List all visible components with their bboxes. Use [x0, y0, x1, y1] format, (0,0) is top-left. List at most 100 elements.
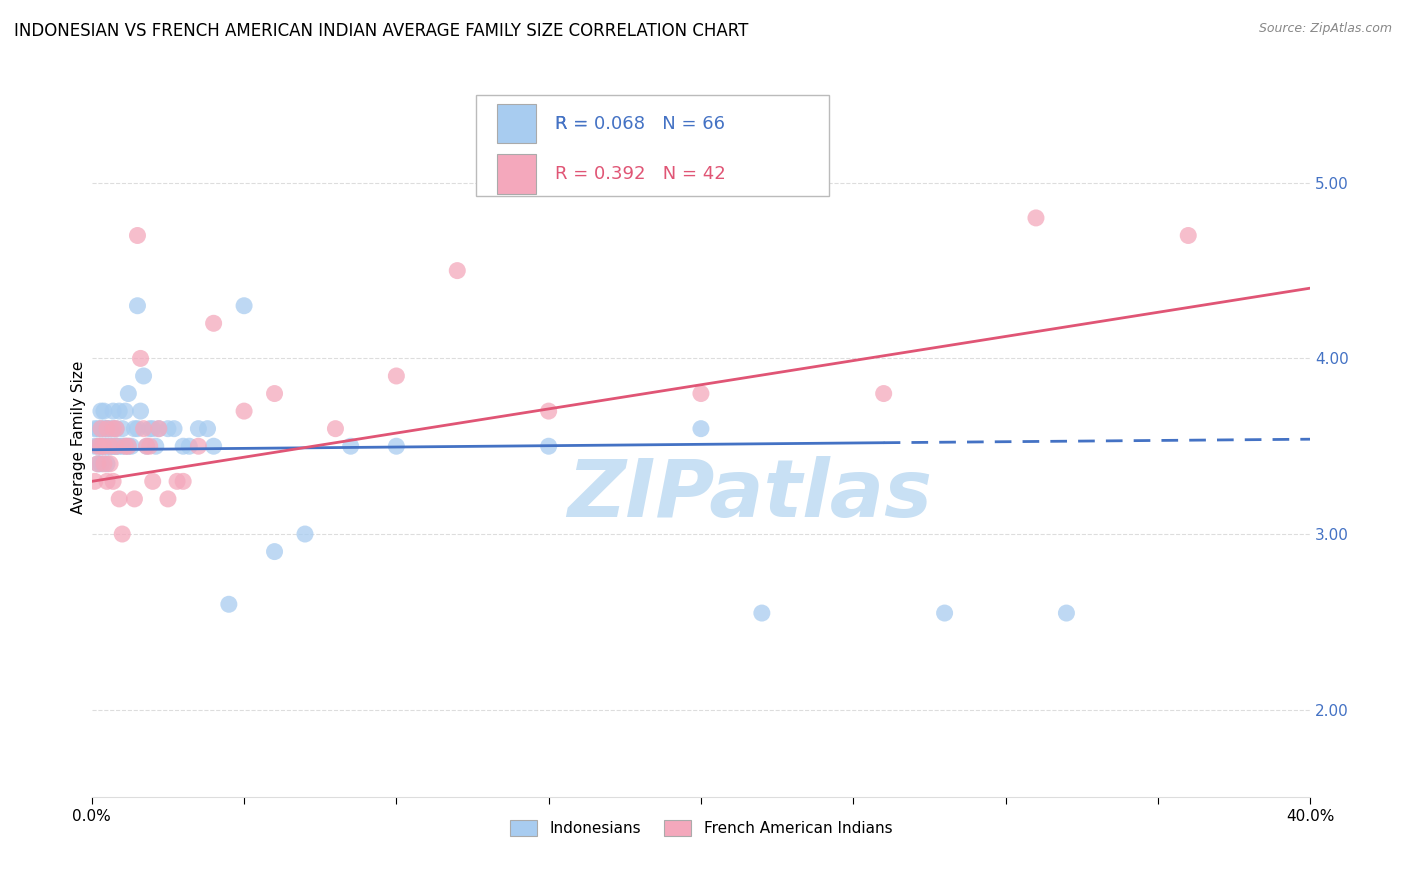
Point [690, 386, 713, 401]
Point [690, 422, 713, 436]
Point [294, 527, 316, 541]
FancyBboxPatch shape [498, 103, 537, 144]
Point [117, 439, 139, 453]
Point [138, 422, 160, 436]
Point [202, 439, 225, 453]
Point [90, 439, 112, 453]
Point [101, 422, 124, 436]
Point [93, 422, 115, 436]
Point [111, 527, 134, 541]
Point [233, 404, 256, 418]
Point [90, 457, 112, 471]
Point [135, 439, 157, 453]
Point [114, 439, 136, 453]
Point [166, 475, 188, 489]
Point [93, 404, 115, 418]
Point [93, 457, 115, 471]
Y-axis label: Average Family Size: Average Family Size [72, 360, 86, 514]
Point [87, 422, 110, 436]
Point [98, 439, 121, 453]
Point [202, 316, 225, 330]
Point [934, 606, 956, 620]
Point [172, 439, 194, 453]
Point [96, 457, 118, 471]
Point [96, 475, 118, 489]
Point [90, 422, 112, 436]
Point [105, 439, 128, 453]
Point [124, 422, 146, 436]
Text: R = 0.068   N = 66: R = 0.068 N = 66 [555, 115, 724, 133]
Point [98, 439, 121, 453]
Point [142, 422, 165, 436]
Point [105, 439, 128, 453]
Point [325, 422, 347, 436]
Point [132, 369, 155, 384]
Point [114, 439, 136, 453]
Point [111, 439, 134, 453]
Point [145, 439, 167, 453]
FancyBboxPatch shape [475, 95, 830, 196]
Legend: Indonesians, French American Indians: Indonesians, French American Indians [502, 813, 900, 844]
Point [156, 422, 179, 436]
Point [98, 422, 121, 436]
Point [129, 351, 152, 366]
Point [93, 439, 115, 453]
Point [96, 439, 118, 453]
Point [117, 439, 139, 453]
Point [537, 439, 560, 453]
Point [93, 439, 115, 453]
Point [385, 369, 408, 384]
FancyBboxPatch shape [498, 154, 537, 194]
Point [98, 457, 121, 471]
Point [127, 422, 149, 436]
Point [87, 439, 110, 453]
Point [385, 439, 408, 453]
Point [101, 404, 124, 418]
Text: Source: ZipAtlas.com: Source: ZipAtlas.com [1258, 22, 1392, 36]
Point [90, 422, 112, 436]
Point [218, 597, 240, 611]
Point [148, 422, 170, 436]
Text: INDONESIAN VS FRENCH AMERICAN INDIAN AVERAGE FAMILY SIZE CORRELATION CHART: INDONESIAN VS FRENCH AMERICAN INDIAN AVE… [14, 22, 748, 40]
Point [101, 439, 124, 453]
Point [101, 439, 124, 453]
Point [93, 439, 115, 453]
Point [90, 439, 112, 453]
Text: R = 0.392   N = 42: R = 0.392 N = 42 [555, 165, 725, 183]
Point [87, 457, 110, 471]
Point [446, 263, 468, 277]
Point [197, 422, 219, 436]
Point [263, 386, 285, 401]
Point [142, 475, 165, 489]
Point [138, 439, 160, 453]
Text: ZIPatlas: ZIPatlas [567, 456, 932, 534]
Point [163, 422, 186, 436]
Point [90, 404, 112, 418]
Point [1025, 211, 1047, 225]
Point [127, 299, 149, 313]
Point [187, 439, 209, 453]
Point [148, 422, 170, 436]
Point [101, 422, 124, 436]
Point [96, 422, 118, 436]
Text: R =: R = [555, 115, 593, 133]
Point [96, 422, 118, 436]
Point [108, 439, 131, 453]
Point [124, 491, 146, 506]
Point [339, 439, 361, 453]
Point [751, 606, 773, 620]
Point [90, 439, 112, 453]
Point [101, 475, 124, 489]
Point [96, 439, 118, 453]
Point [135, 439, 157, 453]
Point [105, 422, 128, 436]
Point [108, 404, 131, 418]
Point [156, 491, 179, 506]
Point [129, 404, 152, 418]
Point [83, 422, 105, 436]
Point [83, 439, 105, 453]
Point [120, 439, 142, 453]
Point [105, 439, 128, 453]
Point [1054, 606, 1077, 620]
Point [117, 386, 139, 401]
